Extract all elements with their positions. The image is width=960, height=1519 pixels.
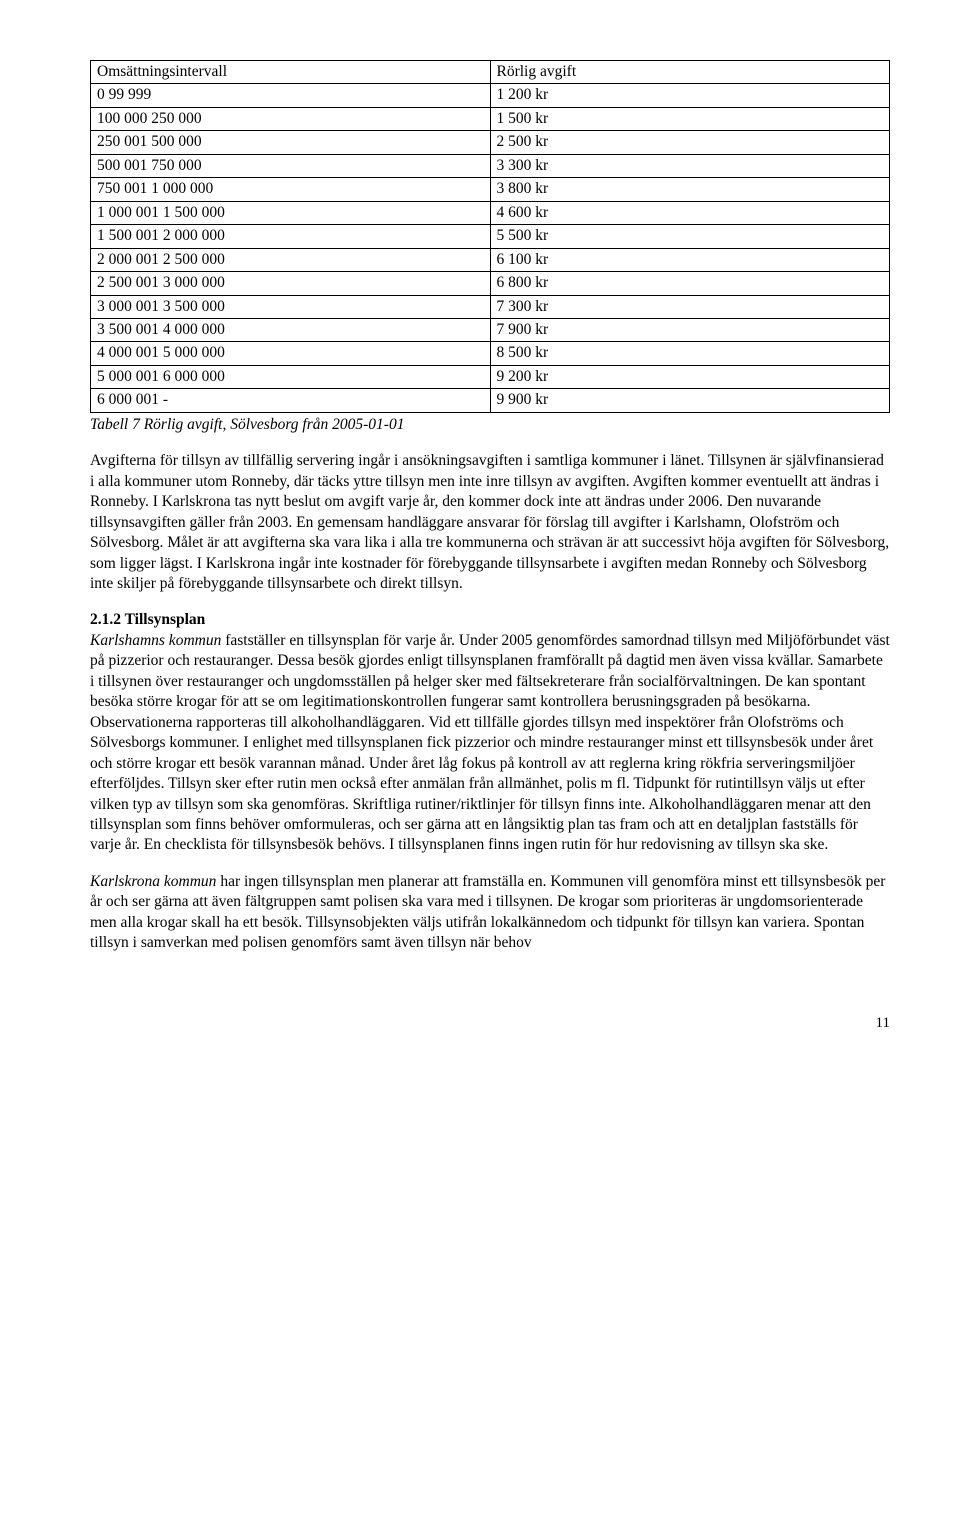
page-number: 11 — [90, 1014, 890, 1034]
table-cell: 5 500 kr — [490, 225, 890, 248]
table-row: 2 000 001 2 500 0006 100 kr — [91, 248, 890, 271]
table-cell: 1 200 kr — [490, 84, 890, 107]
table-cell: 5 000 001 6 000 000 — [91, 365, 491, 388]
table-row: 4 000 001 5 000 0008 500 kr — [91, 342, 890, 365]
table-cell: 3 300 kr — [490, 154, 890, 177]
table-cell: 2 000 001 2 500 000 — [91, 248, 491, 271]
table-cell: 1 000 001 1 500 000 — [91, 201, 491, 224]
table-cell: 3 500 001 4 000 000 — [91, 318, 491, 341]
table-cell: 6 000 001 - — [91, 389, 491, 412]
table-cell: 4 000 001 5 000 000 — [91, 342, 491, 365]
table-cell: 1 500 001 2 000 000 — [91, 225, 491, 248]
table-cell: 6 100 kr — [490, 248, 890, 271]
table-cell: 3 000 001 3 500 000 — [91, 295, 491, 318]
table-cell: 2 500 kr — [490, 131, 890, 154]
table-row: 250 001 500 0002 500 kr — [91, 131, 890, 154]
table-cell: 7 900 kr — [490, 318, 890, 341]
table-header-row: OmsättningsintervallRörlig avgift — [91, 61, 890, 84]
table-row: 0 99 9991 200 kr — [91, 84, 890, 107]
table-cell: 250 001 500 000 — [91, 131, 491, 154]
table-row: 500 001 750 0003 300 kr — [91, 154, 890, 177]
table-row: 1 500 001 2 000 0005 500 kr — [91, 225, 890, 248]
section-heading: 2.1.2 Tillsynsplan — [90, 610, 890, 630]
section-tillsynsplan: 2.1.2 Tillsynsplan Karlshamns kommun fas… — [90, 610, 890, 953]
table-row: 750 001 1 000 0003 800 kr — [91, 178, 890, 201]
table-cell: 2 500 001 3 000 000 — [91, 272, 491, 295]
table-row: 3 500 001 4 000 0007 900 kr — [91, 318, 890, 341]
table-row: 5 000 001 6 000 0009 200 kr — [91, 365, 890, 388]
karlshamn-rest: fastställer en tillsynsplan för varje år… — [90, 632, 890, 854]
table-caption: Tabell 7 Rörlig avgift, Sölvesborg från … — [90, 415, 890, 435]
paragraph-karlshamn: Karlshamns kommun fastställer en tillsyn… — [90, 631, 890, 856]
table-row: 3 000 001 3 500 0007 300 kr — [91, 295, 890, 318]
table-cell: 0 99 999 — [91, 84, 491, 107]
table-header-cell: Omsättningsintervall — [91, 61, 491, 84]
table-cell: 4 600 kr — [490, 201, 890, 224]
table-cell: 750 001 1 000 000 — [91, 178, 491, 201]
table-cell: 9 900 kr — [490, 389, 890, 412]
table-row: 6 000 001 -9 900 kr — [91, 389, 890, 412]
table-cell: 1 500 kr — [490, 107, 890, 130]
karlshamn-lead: Karlshamns kommun — [90, 632, 221, 649]
table-cell: 3 800 kr — [490, 178, 890, 201]
table-cell: 6 800 kr — [490, 272, 890, 295]
table-cell: 500 001 750 000 — [91, 154, 491, 177]
table-cell: 7 300 kr — [490, 295, 890, 318]
table-row: 2 500 001 3 000 0006 800 kr — [91, 272, 890, 295]
table-cell: 9 200 kr — [490, 365, 890, 388]
karlskrona-lead: Karlskrona kommun — [90, 873, 216, 890]
table-cell: 100 000 250 000 — [91, 107, 491, 130]
table-row: 100 000 250 0001 500 kr — [91, 107, 890, 130]
table-row: 1 000 001 1 500 0004 600 kr — [91, 201, 890, 224]
fee-table: OmsättningsintervallRörlig avgift0 99 99… — [90, 60, 890, 413]
table-header-cell: Rörlig avgift — [490, 61, 890, 84]
fee-table-body: OmsättningsintervallRörlig avgift0 99 99… — [91, 61, 890, 413]
paragraph-karlskrona: Karlskrona kommun har ingen tillsynsplan… — [90, 872, 890, 954]
table-cell: 8 500 kr — [490, 342, 890, 365]
paragraph-fees: Avgifterna för tillsyn av tillfällig ser… — [90, 451, 890, 594]
